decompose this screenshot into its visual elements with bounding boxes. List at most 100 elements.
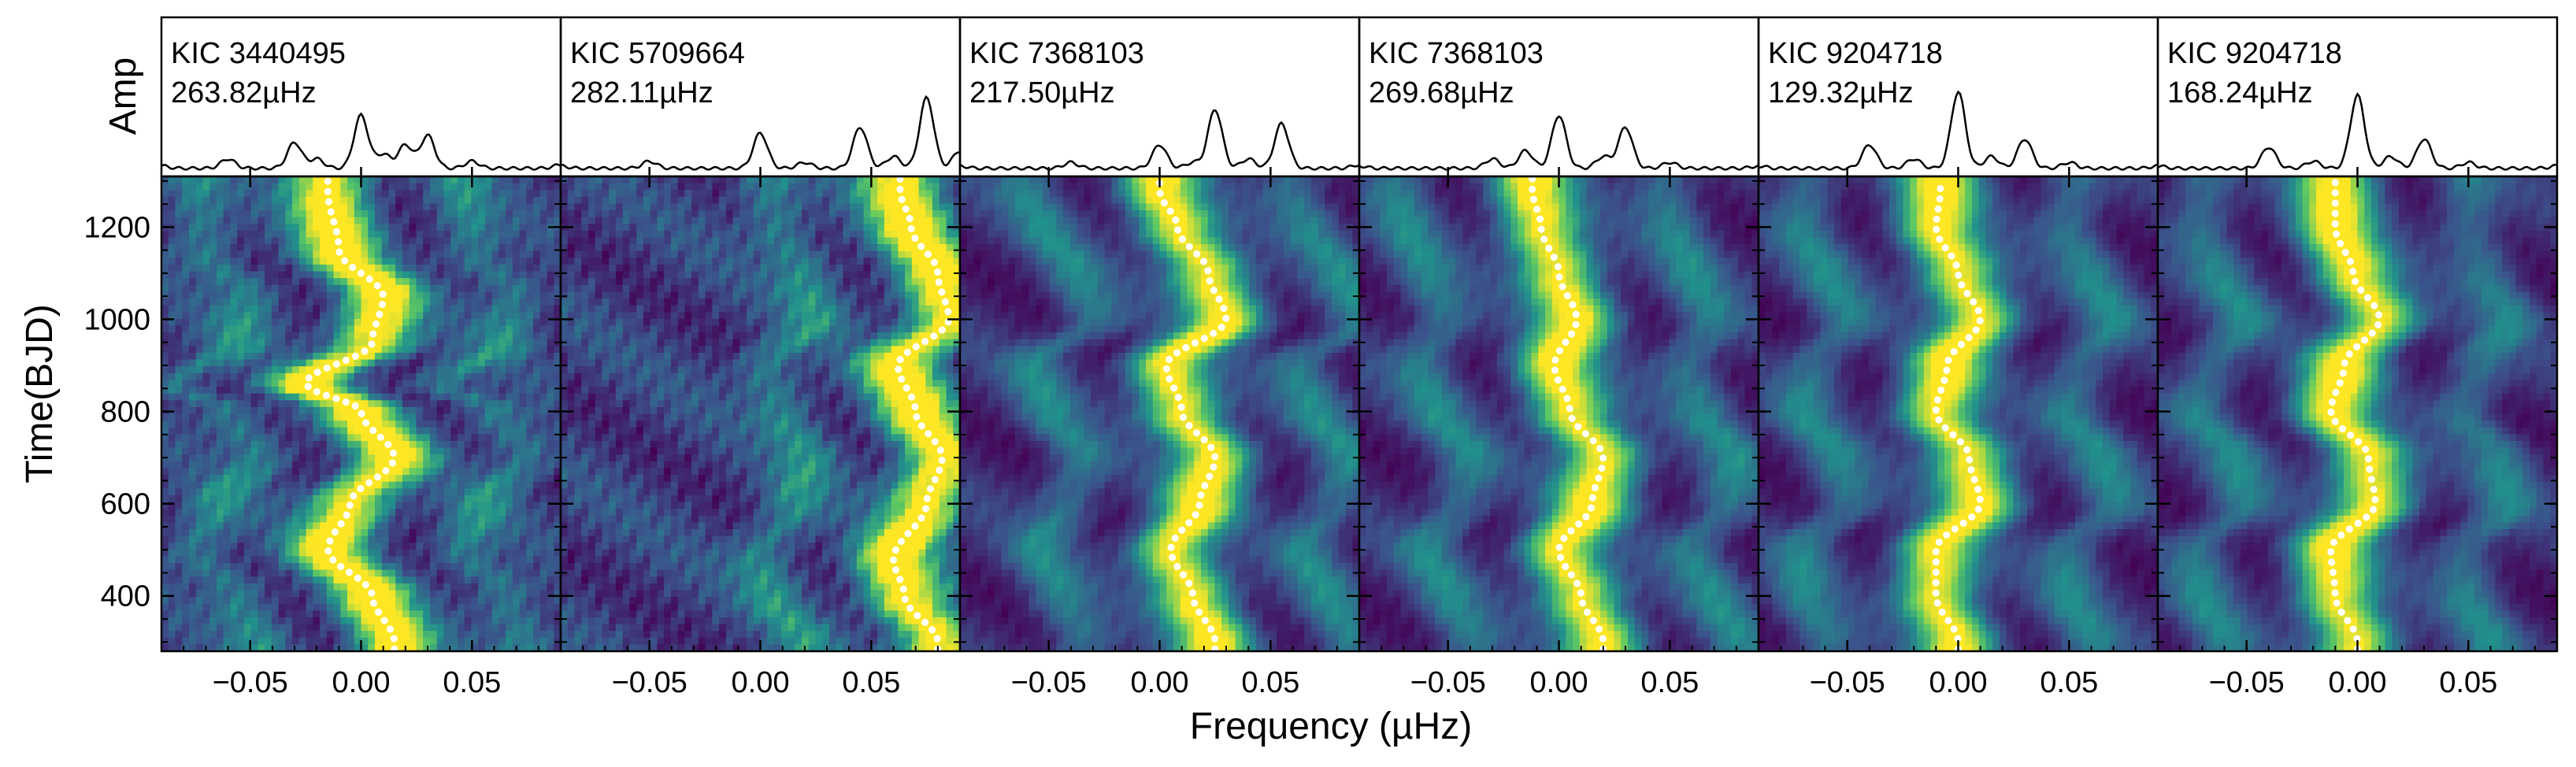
heatmap-cell (877, 176, 885, 184)
heatmap-cell (395, 312, 403, 320)
heatmap-cell (258, 305, 265, 313)
heatmap-cell (313, 454, 321, 462)
heatmap-cell (539, 244, 548, 252)
heatmap-cell (629, 258, 637, 265)
heatmap-cell (836, 258, 844, 265)
heatmap-cell (657, 271, 665, 280)
heatmap-cell (539, 387, 548, 395)
heatmap-cell (243, 509, 252, 517)
heatmap-cell (822, 183, 830, 191)
heatmap-cell (368, 387, 376, 395)
heatmap-cell (381, 250, 390, 259)
heatmap-cell (416, 244, 424, 252)
heatmap-cell (691, 196, 699, 205)
heatmap-cell (464, 387, 473, 395)
heatmap-cell (554, 318, 561, 327)
heatmap-cell (381, 535, 390, 543)
heatmap-cell (402, 515, 410, 524)
heatmap-cell (870, 217, 878, 225)
heatmap-cell (409, 563, 417, 571)
heatmap-cell (443, 352, 451, 361)
heatmap-cell (298, 298, 307, 306)
heatmap-cell (533, 217, 541, 225)
heatmap-cell (258, 230, 265, 239)
heatmap-cell (547, 380, 555, 387)
heatmap-cell (223, 549, 232, 558)
heatmap-cell (506, 590, 513, 598)
heatmap-cell (175, 237, 183, 245)
heatmap-cell (361, 325, 369, 333)
heatmap-cell (271, 610, 280, 618)
heatmap-cell (216, 447, 224, 455)
heatmap-cell (753, 196, 762, 205)
heatmap-cell (265, 637, 272, 646)
heatmap-cell (512, 183, 521, 191)
heatmap-cell (326, 454, 335, 462)
heatmap-cell (464, 183, 473, 191)
heatmap-cell (395, 278, 403, 286)
heatmap-cell (243, 372, 252, 381)
heatmap-cell (278, 502, 287, 509)
heatmap-cell (526, 617, 534, 625)
heatmap-cell (250, 434, 259, 442)
heatmap-cell (265, 461, 272, 469)
heatmap-cell (698, 244, 706, 252)
heatmap-cell (237, 393, 245, 402)
heatmap-cell (457, 610, 465, 618)
heatmap-cell (478, 258, 486, 265)
heatmap-cell (388, 359, 397, 367)
heatmap-cell (484, 549, 493, 558)
heatmap-cell (670, 203, 679, 211)
heatmap-cell (381, 244, 390, 252)
heatmap-cell (856, 258, 865, 265)
heatmap-cell (828, 217, 837, 225)
heatmap-cell (491, 190, 500, 198)
heatmap-cell (491, 488, 500, 496)
heatmap-cell (677, 237, 686, 245)
heatmap-cell (815, 196, 823, 205)
heatmap-cell (168, 454, 176, 462)
heatmap-cell (533, 305, 541, 313)
heatmap-cell (533, 637, 541, 646)
heatmap-cell (285, 244, 293, 252)
heatmap-cell (801, 176, 810, 184)
heatmap-cell (946, 250, 954, 259)
heatmap-cell (732, 210, 741, 218)
heatmap-cell (195, 237, 204, 245)
heatmap-cell (526, 468, 534, 476)
heatmap-cell (347, 284, 355, 293)
heatmap-cell (519, 318, 528, 327)
heatmap-cell (182, 624, 190, 632)
heatmap-cell (539, 549, 548, 558)
heatmap-cell (698, 203, 706, 211)
heatmap-cell (347, 528, 355, 537)
heatmap-cell (265, 176, 272, 184)
heatmap-cell (643, 190, 651, 198)
heatmap-cell (429, 318, 438, 327)
heatmap-cell (265, 244, 272, 252)
heatmap-cell (265, 258, 272, 265)
heatmap-cell (450, 644, 458, 651)
heatmap-cell (188, 264, 197, 272)
heatmap-cell (622, 224, 631, 232)
heatmap-cell (381, 475, 390, 483)
heatmap-cell (278, 264, 287, 272)
heatmap-cell (285, 447, 293, 455)
heatmap-cell (423, 610, 431, 618)
heatmap-cell (547, 413, 555, 421)
heatmap-cell (533, 427, 541, 435)
heatmap-cell (333, 203, 342, 211)
heatmap-cell (574, 217, 583, 225)
heatmap-cell (526, 434, 534, 442)
heatmap-cell (326, 481, 335, 490)
heatmap-cell (347, 278, 355, 286)
heatmap-cell (237, 224, 245, 232)
heatmap-cell (443, 217, 451, 225)
heatmap-cell (333, 413, 342, 421)
heatmap-cell (202, 637, 210, 646)
heatmap-cell (216, 603, 224, 612)
heatmap-cell (519, 339, 528, 347)
heatmap-cell (561, 237, 569, 245)
heatmap-cell (395, 298, 403, 306)
heatmap-cell (195, 210, 204, 218)
